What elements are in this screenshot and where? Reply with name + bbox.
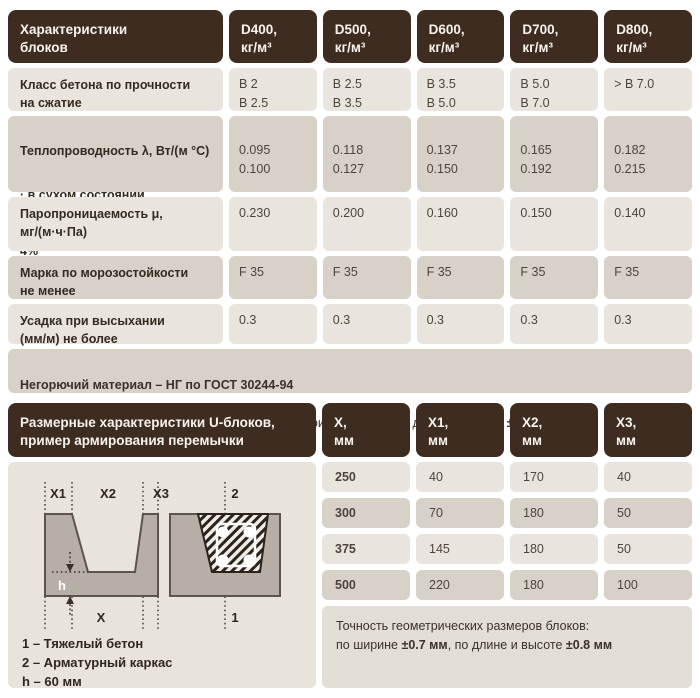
table-cell: В 3.5 В 5.0 [416, 68, 505, 111]
table-cell-x: 500 [322, 570, 410, 600]
footnote-line-1: Точность геометрических размеров блоков: [336, 619, 590, 633]
table-cell: 0.160 [416, 197, 505, 251]
table-cell: 40 [416, 462, 504, 492]
row-title: Теплопроводность λ, Вт/(м °С) [20, 144, 210, 158]
label-x: X [97, 610, 106, 625]
table-cell: F 35 [229, 256, 317, 299]
table-cell: 0.150 [510, 197, 599, 251]
table-cell: 145 [416, 534, 504, 564]
column-header-d600: D600, кг/м³ [416, 10, 505, 63]
table-cell: 180 [510, 570, 598, 600]
table-title: Характеристики блоков [8, 10, 223, 63]
footnote-line-1: Негорючий материал – НГ по ГОСТ 30244-94 [20, 378, 294, 392]
diagram-legend: 1 – Тяжелый бетон 2 – Арматурный каркас … [22, 634, 172, 691]
table-cell: F 35 [604, 256, 692, 299]
table-row: 500 220 180 100 [322, 570, 692, 600]
label-2: 2 [231, 486, 238, 501]
table-cell: F 35 [416, 256, 505, 299]
column-header-d800: D800, кг/м³ [604, 10, 692, 63]
column-header-d500: D500, кг/м³ [322, 10, 411, 63]
column-header-x1: X1, мм [416, 403, 504, 457]
u-block-table-header: Размерные характеристики U-блоков, приме… [8, 403, 692, 457]
table-cell: 50 [604, 498, 692, 528]
legend-item-reinforcement-cage: 2 – Арматурный каркас [22, 655, 173, 670]
table-cell: 0.3 [416, 304, 505, 344]
table-row: 375 145 180 50 [322, 534, 692, 564]
u-block-shape [44, 513, 159, 597]
column-header-x: X, мм [322, 403, 410, 457]
table-cell: 70 [416, 498, 504, 528]
dimensions-footnote: Точность геометрических размеров блоков:… [322, 606, 692, 688]
column-header-d700: D700, кг/м³ [510, 10, 599, 63]
table-cell: В 2.5 В 3.5 [322, 68, 411, 111]
label-h: h [58, 578, 66, 593]
column-header-x3: X3, мм [604, 403, 692, 457]
table-cell: 40 [604, 462, 692, 492]
legend-item-h: h – 60 мм [22, 674, 82, 689]
row-label-thermal-conductivity: Теплопроводность λ, Вт/(м °С) · в сухом … [8, 116, 223, 258]
table-cell: 0.3 [229, 304, 317, 344]
table-cell: 0.3 [604, 304, 692, 344]
table-cell: 180 [510, 498, 598, 528]
table-cell: В 2 В 2.5 [229, 68, 317, 111]
table-cell: 0.182 0.215 [604, 116, 692, 192]
column-header-x2: X2, мм [510, 403, 598, 457]
table-cell: 0.3 [322, 304, 411, 344]
table-cell: 0.200 [322, 197, 411, 251]
u-block-section-title: Размерные характеристики U-блоков, приме… [8, 403, 316, 457]
reinforcement-cage [215, 522, 257, 568]
u-block-cross-section-diagram: h X1 X2 X3 2 X 1 [44, 482, 281, 630]
block-characteristics-table: Характеристики блоков D400, кг/м³ D500, … [8, 10, 692, 430]
table-cell: 0.140 [604, 197, 692, 251]
row-label-strength-class: Класс бетона по прочности на сжатие [8, 68, 223, 111]
table-row: 300 70 180 50 [322, 498, 692, 528]
table-footnote: Негорючий материал – НГ по ГОСТ 30244-94… [8, 349, 692, 430]
table-cell-x: 375 [322, 534, 410, 564]
table-cell: 0.118 0.127 [322, 116, 411, 192]
table-cell: 0.095 0.100 [229, 116, 317, 192]
table-cell: > В 7.0 [604, 68, 692, 111]
table-cell: 50 [604, 534, 692, 564]
table-cell-x: 300 [322, 498, 410, 528]
label-x2: X2 [100, 486, 116, 501]
table-row: 250 40 170 40 [322, 462, 692, 492]
label-x3: X3 [153, 486, 169, 501]
table-cell: F 35 [322, 256, 411, 299]
table-cell: В 5.0 В 7.0 [510, 68, 599, 111]
legend-item-heavy-concrete: 1 – Тяжелый бетон [22, 636, 144, 651]
arrowhead-up [66, 596, 74, 604]
arrowhead-down [66, 564, 74, 572]
table-cell-x: 250 [322, 462, 410, 492]
table-cell: 0.137 0.150 [416, 116, 505, 192]
table-cell: 220 [416, 570, 504, 600]
row-label-frost-resistance: Марка по морозостойкости не менее [8, 256, 223, 299]
u-block-dimensions-table: 250 40 170 40 300 70 180 50 375 145 180 … [322, 462, 692, 606]
label-1: 1 [231, 610, 238, 625]
table-cell: F 35 [510, 256, 599, 299]
table-cell: 100 [604, 570, 692, 600]
table-cell: 0.3 [510, 304, 599, 344]
dimension-lines [44, 482, 226, 630]
footnote-line-2: по ширине ±0.7 мм, по длине и высоте ±0.… [336, 638, 613, 652]
table-cell: 0.165 0.192 [510, 116, 599, 192]
row-label-vapor-permeability: Паропроницаемость μ, мг/(м·ч·Па) [8, 197, 223, 251]
table-cell: 0.230 [229, 197, 317, 251]
row-label-drying-shrinkage: Усадка при высыхании (мм/м) не более [8, 304, 223, 346]
column-header-d400: D400, кг/м³ [229, 10, 317, 63]
label-x1: X1 [50, 486, 66, 501]
u-block-diagram-panel: h X1 X2 X3 2 X 1 1 – Тяжелый бетон 2 – А… [8, 462, 316, 691]
table-cell: 170 [510, 462, 598, 492]
table-cell: 180 [510, 534, 598, 564]
